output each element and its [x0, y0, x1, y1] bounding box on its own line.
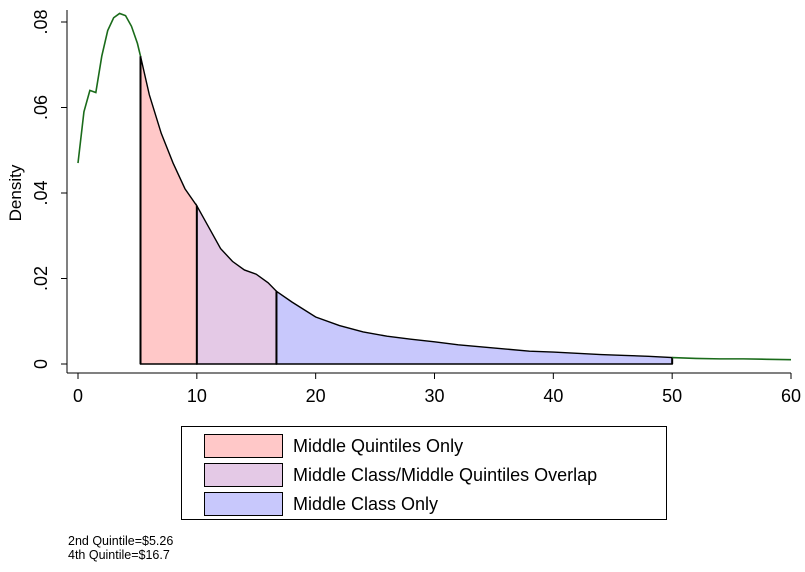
legend-item-middle-quintiles-only: Middle Quintiles Only [204, 433, 463, 459]
y-tick-label-2: .04 [31, 180, 51, 205]
legend-label-middle-quintiles-only: Middle Quintiles Only [293, 436, 463, 457]
x-tick-label-0: 0 [73, 386, 83, 406]
legend-swatch-middle-class-only [204, 492, 283, 516]
x-tick-label-1: 10 [187, 386, 207, 406]
shaded-regions [141, 56, 673, 364]
legend-item-overlap: Middle Class/Middle Quintiles Overlap [204, 462, 597, 488]
y-axis-label: Density [6, 164, 25, 221]
note-2nd-quintile: 2nd Quintile=$5.26 [68, 534, 173, 548]
region-1 [197, 206, 277, 364]
x-tick-label-5: 50 [662, 386, 682, 406]
legend-swatch-overlap [204, 463, 283, 487]
y-tick-label-1: .02 [31, 266, 51, 291]
y-tick-label-3: .06 [31, 95, 51, 120]
x-tick-label-4: 40 [543, 386, 563, 406]
x-tick-label-6: 60 [781, 386, 801, 406]
y-tick-label-4: .08 [31, 9, 51, 34]
region-2 [276, 291, 672, 364]
notes: 2nd Quintile=$5.26 4th Quintile=$16.7 [68, 534, 173, 562]
legend-item-middle-class-only: Middle Class Only [204, 491, 438, 517]
y-tick-label-0: 0 [31, 359, 51, 369]
legend-label-overlap: Middle Class/Middle Quintiles Overlap [293, 465, 597, 486]
note-4th-quintile: 4th Quintile=$16.7 [68, 548, 173, 562]
density-curve-right [672, 358, 791, 360]
legend-swatch-middle-quintiles-only [204, 434, 283, 458]
region-0 [141, 56, 197, 364]
legend-label-middle-class-only: Middle Class Only [293, 494, 438, 515]
legend: Middle Quintiles Only Middle Class/Middl… [181, 426, 667, 520]
density-curve-left [78, 13, 141, 163]
density-chart: 0 10 20 30 40 50 60 0 .02 .04 .06 .08 Density [0, 0, 805, 420]
x-tick-label-3: 30 [424, 386, 444, 406]
x-tick-label-2: 20 [306, 386, 326, 406]
